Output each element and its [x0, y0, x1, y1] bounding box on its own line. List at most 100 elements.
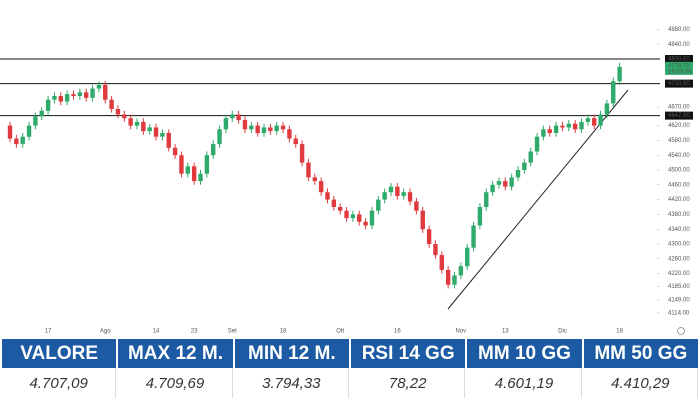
y-tick-label: 4620.00: [668, 123, 690, 129]
candle-body: [344, 210, 349, 219]
candle-body: [458, 266, 464, 276]
candle-body: [534, 136, 540, 152]
stats-table: VALORE MAX 12 M. MIN 12 M. RSI 14 GG MM 10 G…: [0, 339, 700, 398]
value-cell: 3.794,33: [235, 368, 349, 398]
y-tick-label: 4420.00: [668, 197, 690, 203]
candle-body: [338, 207, 343, 211]
y-tick-label: 4460.00: [668, 182, 690, 188]
y-tick-label: 4670.00: [668, 105, 690, 111]
chart: 4880.00 4840.00 4670.00 4620.00 4580.00 4540.…: [0, 27, 693, 335]
candle-body: [166, 133, 171, 148]
candle-body: [547, 129, 552, 133]
candle-body: [103, 84, 108, 100]
x-tick-label: 14: [153, 329, 160, 335]
value-cell: 4.601,19: [467, 368, 582, 398]
value-cell: 4.709,69: [118, 368, 233, 398]
candle-body: [522, 162, 527, 170]
candle-body: [490, 184, 495, 193]
candle-body: [325, 192, 330, 200]
price-label: 4778.75: [668, 63, 690, 69]
candle-body: [153, 127, 159, 137]
candle-body: [84, 92, 89, 98]
y-tick-label: 4540.00: [668, 153, 690, 159]
candle-body: [172, 147, 178, 156]
candle-body: [14, 138, 19, 145]
y-tick-label: 4220.00: [668, 271, 690, 277]
candle-body: [477, 207, 483, 226]
candle-body: [617, 66, 622, 82]
candle-body: [96, 84, 102, 89]
candle-body: [585, 118, 591, 122]
candle-body: [141, 121, 146, 132]
candle-body: [26, 125, 32, 137]
price-time: 16:03:09: [668, 69, 692, 75]
candle-body: [274, 125, 279, 132]
candle-body: [299, 144, 305, 163]
candle-body: [357, 214, 362, 222]
candle-body: [223, 118, 229, 130]
candle-body: [318, 181, 324, 193]
candle-body: [553, 125, 559, 133]
y-tick-label: 4380.00: [668, 212, 690, 218]
candle-body: [503, 181, 508, 187]
candle-body: [236, 114, 241, 121]
candle-body: [528, 151, 533, 163]
candle-body: [191, 166, 197, 182]
candle-body: [255, 125, 260, 133]
y-tick-label: 4580.00: [668, 138, 690, 144]
candle-body: [33, 116, 38, 126]
x-tick-label: 18: [616, 329, 623, 335]
y-tick-label: 4114.00: [668, 310, 690, 316]
level-box: [665, 55, 693, 63]
candle-body: [306, 162, 311, 178]
y-tick-label: 4880.00: [668, 27, 690, 33]
candle-body: [249, 125, 254, 130]
candle-body: [572, 123, 578, 130]
level-label: 4733.50: [668, 81, 690, 87]
candle-body: [71, 94, 76, 96]
y-tick-label: 4340.00: [668, 227, 690, 233]
x-tick-label: Set: [228, 329, 237, 335]
candle-body: [261, 127, 267, 133]
candle-body: [39, 110, 44, 117]
candle-body: [64, 94, 70, 102]
candle-body: [541, 129, 546, 137]
settings-icon[interactable]: [677, 327, 685, 335]
x-tick-label: 17: [45, 329, 52, 335]
candle-body: [439, 255, 444, 270]
candle-body: [350, 214, 356, 219]
candle-body: [414, 201, 419, 211]
candle-body: [268, 127, 273, 132]
header-cell: MM 10 GG: [467, 339, 582, 368]
candle-body: [598, 114, 603, 126]
candle-body: [611, 81, 616, 104]
candle-body: [420, 210, 425, 230]
candle-body: [211, 144, 216, 156]
candle-body: [426, 229, 432, 244]
candle-body: [401, 192, 406, 196]
candle-body: [109, 99, 114, 109]
candle-body: [217, 129, 222, 145]
candle-body: [128, 118, 133, 126]
candle-body: [560, 125, 565, 128]
candle-body: [407, 192, 413, 202]
candle-body: [369, 210, 375, 226]
level-label: 4800.00: [668, 57, 690, 63]
candle-body: [160, 133, 165, 137]
y-tick-label: 4149.00: [668, 297, 690, 303]
header-cell: MM 50 GG: [583, 339, 698, 368]
value-cell: 4.707,09: [2, 368, 117, 398]
candle-body: [147, 127, 152, 132]
candle-body: [484, 192, 489, 207]
candle-body: [509, 177, 514, 187]
candle-body: [382, 192, 387, 200]
x-tick-label: 18: [280, 329, 287, 335]
candle-body: [179, 155, 184, 174]
header-cell: RSI 14 GG: [350, 339, 466, 368]
candle-body: [388, 186, 394, 193]
x-tick-label: 13: [502, 329, 509, 335]
level-box: [665, 79, 693, 88]
candle-body: [452, 275, 457, 285]
candle-body: [58, 96, 63, 102]
x-tick-label: Ago: [100, 329, 111, 335]
